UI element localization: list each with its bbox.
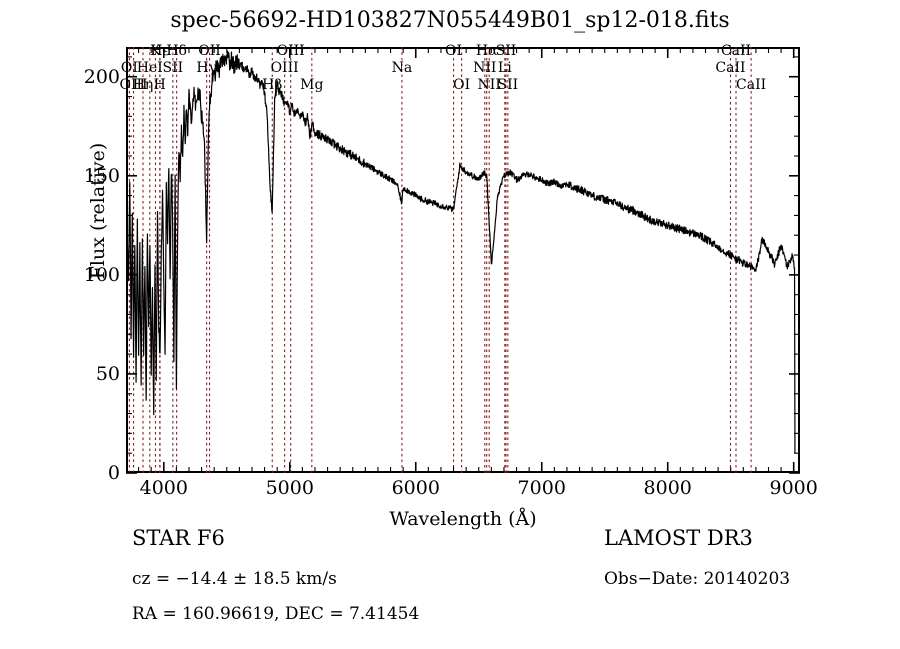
y-axis-title: Flux (relative) [87,142,109,280]
x-tick-label: 6000 [391,477,440,499]
y-tick-label: 50 [95,362,120,385]
x-tick-label: 7000 [517,477,566,499]
plot-area [126,47,800,474]
object-class: STAR F6 [132,526,225,550]
x-tick-label: 9000 [769,477,818,499]
x-axis-tick-labels: 4000 5000 6000 7000 8000 9000 [126,477,818,503]
x-tick-label: 4000 [139,477,188,499]
footer-metadata: STAR F6 LAMOST DR3 cz = −14.4 ± 18.5 km/… [0,528,900,638]
observation-date: Obs−Date: 20140203 [604,569,791,589]
x-axis-title: Wavelength (Å) [389,508,537,530]
y-tick-label: 0 [107,462,120,484]
y-axis-tick-labels: 0 50 100 150 200 [52,47,120,482]
x-tick-label: 8000 [643,477,692,499]
y-tick-label: 150 [83,164,120,187]
survey-name: LAMOST DR3 [604,526,753,550]
x-tick-label: 5000 [265,477,314,499]
y-tick-label: 200 [83,65,120,88]
coordinates: RA = 160.96619, DEC = 7.41454 [132,604,420,624]
radial-velocity: cz = −14.4 ± 18.5 km/s [132,569,337,589]
spectrum-curve [126,47,800,473]
plot-frame [126,47,800,473]
y-tick-label: 100 [83,263,120,286]
axis-ticks [126,47,800,474]
page-title: spec-56692-HD103827N055449B01_sp12-018.f… [170,8,730,33]
